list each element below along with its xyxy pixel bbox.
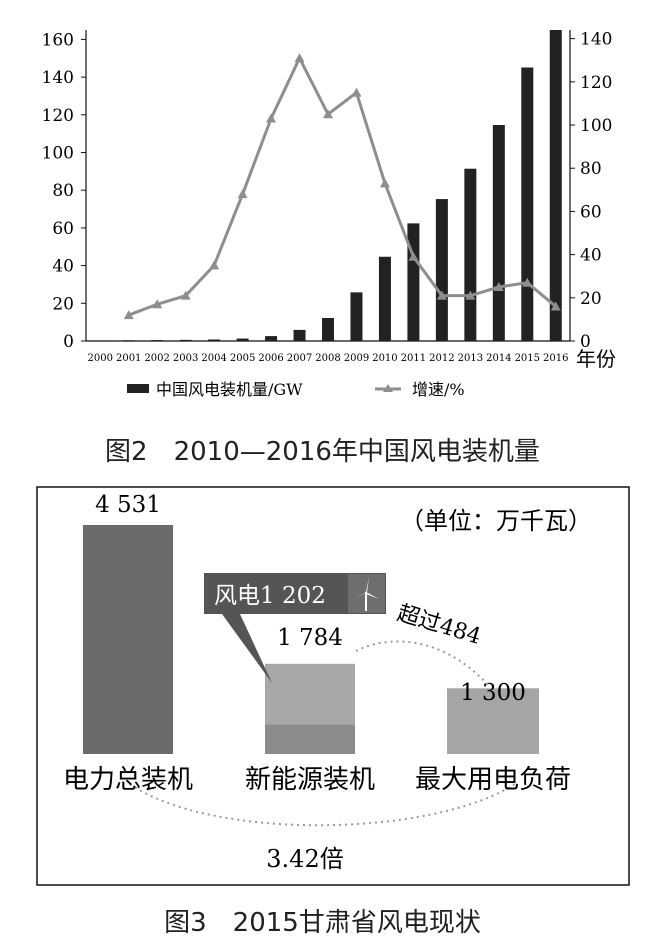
callout-label: 风电1 202 bbox=[214, 583, 326, 609]
year-tick-label: 2000 bbox=[88, 353, 113, 364]
value-label-total-installed: 4 531 bbox=[95, 492, 161, 518]
growth-rate-point bbox=[408, 251, 419, 261]
growth-rate-point bbox=[436, 290, 447, 300]
growth-rate-point bbox=[266, 113, 277, 123]
growth-rate-line bbox=[128, 54, 557, 317]
unit-note: （单位：万千瓦） bbox=[400, 507, 592, 535]
year-tick-label: 2011 bbox=[401, 353, 426, 364]
year-tick-label: 2003 bbox=[173, 353, 198, 364]
gansu-wind-status-chart: （单位：万千瓦） 4 531 1 784 1 300 风电1 202 超过484… bbox=[36, 486, 630, 886]
year-tick-label: 2013 bbox=[458, 353, 483, 364]
left-tick-label: 0 bbox=[63, 332, 74, 352]
category-label-total-installed: 电力总装机 bbox=[63, 765, 193, 795]
growth-rate-point bbox=[550, 301, 561, 311]
value-label-max-load: 1 300 bbox=[460, 680, 526, 706]
capacity-bar bbox=[293, 329, 306, 341]
growth-rate-point bbox=[237, 189, 248, 199]
bar-max-load bbox=[447, 688, 539, 754]
left-tick-label: 80 bbox=[52, 181, 74, 201]
right-tick-label: 100 bbox=[580, 116, 612, 136]
capacity-bar bbox=[464, 168, 477, 341]
growth-rate-point bbox=[493, 282, 504, 292]
year-tick-label: 2016 bbox=[543, 353, 568, 364]
left-tick-label: 60 bbox=[52, 219, 74, 239]
growth-rate-point bbox=[465, 290, 476, 300]
year-tick-label: 2001 bbox=[116, 353, 141, 364]
x-axis-unit-label: 年份 bbox=[576, 347, 616, 371]
exceed-arc bbox=[355, 640, 489, 686]
capacity-bar bbox=[521, 67, 534, 341]
growth-rate-point bbox=[294, 53, 305, 63]
capacity-bar bbox=[94, 340, 107, 341]
callout-pointer bbox=[222, 614, 272, 683]
left-tick-label: 120 bbox=[42, 106, 74, 126]
right-tick-label: 140 bbox=[580, 30, 612, 50]
growth-rate-point bbox=[209, 260, 220, 270]
legend: 中国风电装机量/GW 增速/% bbox=[127, 380, 465, 399]
right-axis-ticks: 0 20 40 60 80 100 120 140 bbox=[570, 30, 612, 352]
capacity-bar bbox=[236, 338, 249, 341]
capacity-bar bbox=[378, 256, 391, 341]
capacity-bar bbox=[122, 340, 135, 341]
year-tick-label: 2002 bbox=[144, 353, 169, 364]
ratio-label: 3.42倍 bbox=[266, 845, 343, 873]
right-tick-label: 0 bbox=[580, 332, 591, 352]
year-tick-label: 2015 bbox=[515, 353, 540, 364]
capacity-bar bbox=[265, 336, 278, 341]
bar-total-installed bbox=[83, 525, 173, 754]
category-label-new-energy: 新能源装机 bbox=[245, 765, 375, 795]
growth-rate-point bbox=[351, 87, 362, 97]
year-tick-label: 2010 bbox=[372, 353, 397, 364]
capacity-bars bbox=[94, 30, 562, 341]
value-label-new-energy: 1 784 bbox=[277, 625, 343, 651]
year-tick-label: 2007 bbox=[287, 353, 312, 364]
category-label-max-load: 最大用电负荷 bbox=[415, 765, 571, 795]
legend-bar-label: 中国风电装机量/GW bbox=[156, 380, 303, 399]
capacity-bar bbox=[407, 223, 420, 341]
capacity-bar bbox=[435, 199, 448, 341]
legend-line-label: 增速/% bbox=[412, 380, 465, 399]
capacity-bar bbox=[350, 292, 363, 341]
figure2-caption: 图2 2010—2016年中国风电装机量 bbox=[105, 437, 540, 467]
right-tick-label: 60 bbox=[580, 202, 602, 222]
wind-capacity-chart: 0 20 40 60 80 100 120 140 160 0 20 40 60 80 100 120 140… bbox=[42, 30, 616, 399]
year-tick-label: 2008 bbox=[315, 353, 340, 364]
year-tick-labels: 2000 2001 2002 2003 2004 2005 2006 2007 2008 2009… bbox=[88, 353, 569, 364]
growth-rate-point bbox=[123, 310, 134, 320]
capacity-bar bbox=[549, 30, 562, 341]
bar-new-energy-wind bbox=[265, 724, 355, 754]
growth-rate-point bbox=[323, 109, 333, 119]
growth-rate-point bbox=[180, 290, 191, 300]
capacity-bar bbox=[492, 124, 505, 341]
year-tick-label: 2012 bbox=[429, 353, 454, 364]
right-tick-label: 80 bbox=[580, 159, 602, 179]
left-tick-label: 140 bbox=[42, 68, 74, 88]
left-axis-ticks: 0 20 40 60 80 100 120 140 160 bbox=[42, 30, 86, 352]
left-tick-label: 160 bbox=[42, 30, 74, 50]
capacity-bar bbox=[322, 318, 334, 341]
growth-rate-point bbox=[152, 299, 163, 309]
legend-bar-swatch bbox=[127, 384, 149, 393]
wind-callout: 风电1 202 bbox=[204, 573, 386, 683]
legend-line-marker bbox=[383, 384, 393, 392]
right-tick-label: 120 bbox=[580, 73, 612, 93]
growth-rate-point bbox=[522, 277, 533, 287]
growth-rate-point bbox=[379, 178, 390, 188]
capacity-bar bbox=[208, 339, 221, 341]
capacity-bar bbox=[179, 339, 192, 341]
year-tick-label: 2014 bbox=[486, 353, 511, 364]
right-tick-label: 20 bbox=[580, 289, 602, 309]
year-tick-label: 2009 bbox=[344, 353, 369, 364]
left-tick-label: 100 bbox=[42, 144, 74, 164]
figure3-caption: 图3 2015甘肃省风电现状 bbox=[164, 908, 481, 938]
left-tick-label: 40 bbox=[52, 257, 74, 277]
wind-turbine-icon bbox=[348, 574, 385, 613]
capacity-bar bbox=[151, 340, 164, 341]
growth-line bbox=[123, 53, 561, 320]
year-tick-label: 2005 bbox=[230, 353, 255, 364]
left-tick-label: 20 bbox=[52, 294, 74, 314]
year-tick-label: 2004 bbox=[201, 353, 226, 364]
year-tick-label: 2006 bbox=[258, 353, 283, 364]
right-tick-label: 40 bbox=[580, 246, 602, 266]
